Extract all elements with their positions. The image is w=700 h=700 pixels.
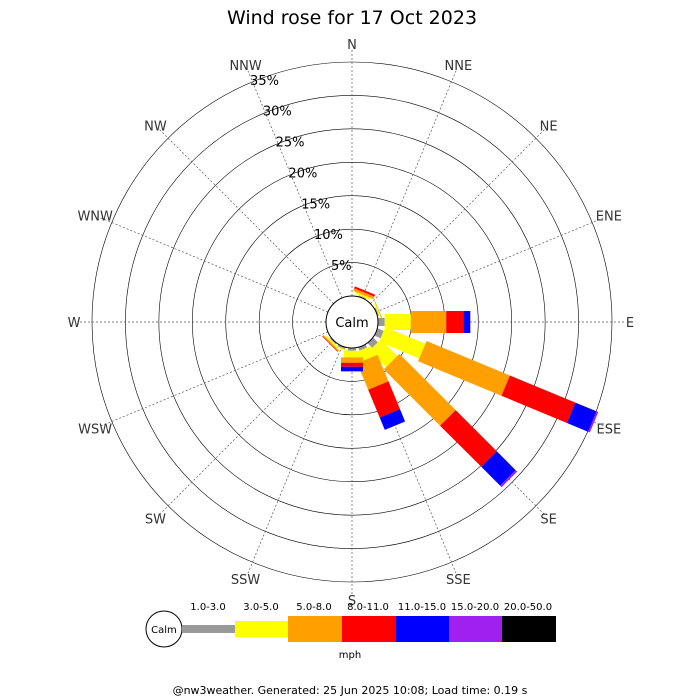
bar-s-bin-1: [344, 350, 360, 358]
legend-label-5: 15.0-20.0: [451, 602, 499, 613]
bar-nne-bin-0: [358, 295, 367, 300]
legend-label-1: 3.0-5.0: [243, 602, 278, 613]
direction-label-sse: SSE: [446, 573, 471, 588]
bar-sw-bin-1: [325, 335, 339, 349]
bar-sse-bin-0: [358, 344, 367, 351]
spoke-NNE: [361, 68, 458, 299]
bar-ssw-bin-0: [337, 344, 346, 350]
legend-swatch-0: [182, 625, 235, 633]
ring-label-20: 20%: [288, 166, 317, 181]
bar-ene-bin-2: [374, 300, 384, 322]
bar-sse-bin-4: [379, 409, 406, 430]
spoke-NNW: [246, 68, 343, 299]
bar-e-bin-0: [378, 318, 385, 326]
bar-ene-bin-1: [374, 303, 382, 319]
direction-label-ne: NE: [540, 119, 558, 134]
bar-se-bin-3: [440, 410, 497, 467]
bar-e-bin-2: [410, 311, 447, 333]
legend-swatch-3: [342, 616, 396, 642]
bar-sse-bin-2: [357, 354, 389, 390]
legend-label-2: 5.0-8.0: [296, 602, 331, 613]
bar-e-bin-4: [463, 311, 471, 333]
ring-label-35: 35%: [250, 74, 279, 89]
bar-ese-bin-1: [379, 327, 426, 359]
ring-label-5: 5%: [331, 259, 352, 274]
ring-label-15: 15%: [301, 197, 330, 212]
direction-label-nnw: NNW: [229, 59, 261, 74]
legend-label-6: 20.0-50.0: [504, 602, 552, 613]
legend-label-4: 11.0-15.0: [398, 602, 446, 613]
direction-label-e: E: [626, 316, 634, 331]
legend-label-3: 8.0-11.0: [347, 602, 389, 613]
direction-label-w: W: [68, 316, 81, 331]
legend-swatch-5: [449, 616, 502, 642]
direction-label-sw: SW: [145, 513, 166, 528]
ring-labels: 5% 10% 15% 20% 25% 30% 35%: [250, 74, 352, 274]
calm-circle: [325, 295, 379, 349]
direction-label-nw: NW: [144, 119, 167, 134]
ring-label-30: 30%: [263, 105, 292, 120]
calm-label: Calm: [335, 316, 368, 331]
legend-calm-label: Calm: [151, 625, 177, 636]
bar-sse-bin-3: [368, 381, 400, 418]
bar-e-bin-1: [384, 314, 411, 330]
bar-ene-bin-0: [374, 307, 379, 316]
bar-sw-bin-0: [329, 337, 337, 345]
grid-ring-25: [158, 128, 546, 516]
bar-nne-bin-3: [354, 286, 376, 297]
direction-label-wnw: WNW: [77, 210, 113, 225]
bar-ese-bin-3: [501, 375, 576, 423]
spoke-WNW: [98, 216, 329, 313]
bar-sw-bin-3: [322, 335, 339, 352]
bar-se-bin-5: [500, 470, 518, 488]
bar-se-bin-0: [367, 337, 378, 348]
spoke-ENE: [375, 216, 606, 313]
spoke-NE: [370, 128, 546, 304]
direction-label-n: N: [347, 38, 357, 53]
legend-swatch-1: [235, 621, 288, 637]
bar-ese-bin-4: [567, 402, 597, 432]
bar-se-bin-2: [383, 353, 456, 426]
direction-label-s: S: [348, 594, 356, 609]
spoke-SW: [158, 340, 334, 516]
direction-label-ene: ENE: [596, 210, 622, 225]
direction-label-ese: ESE: [596, 422, 621, 437]
footer-text: @nw3weather. Generated: 25 Jun 2025 10:0…: [173, 684, 528, 697]
calm-center: Calm: [325, 295, 379, 349]
direction-label-nne: NNE: [445, 59, 473, 74]
ring-label-25: 25%: [276, 136, 305, 151]
direction-label-se: SE: [540, 513, 556, 528]
direction-label-wsw: WSW: [78, 422, 112, 437]
spoke-NW: [158, 128, 334, 304]
legend-unit-label: mph: [339, 650, 361, 661]
spoke-SSW: [246, 345, 343, 576]
legend-swatch-4: [396, 616, 449, 642]
legend-swatch-6: [502, 616, 556, 642]
chart-title: Wind rose for 17 Oct 2023: [227, 7, 477, 29]
legend-label-0: 1.0-3.0: [190, 602, 225, 613]
legend-swatch-2: [288, 616, 342, 642]
bar-sw-bin-2: [322, 335, 339, 352]
direction-labels: N NNE NE ENE E ESE SE SSE S SSW SW WSW W WNW NW NNW: [68, 38, 635, 609]
bar-nne-bin-2: [353, 288, 375, 300]
wind-bars: [322, 286, 599, 488]
bar-e-bin-3: [446, 311, 464, 333]
bar-ese-bin-5: [588, 411, 599, 433]
ring-label-10: 10%: [314, 228, 343, 243]
bar-ese-bin-2: [418, 341, 510, 396]
bar-s-bin-0: [348, 348, 356, 351]
bar-se-bin-1: [369, 339, 398, 368]
spoke-WSW: [98, 331, 329, 428]
bar-s-bin-2: [341, 357, 363, 363]
bar-nne-bin-1: [355, 291, 371, 300]
direction-label-ssw: SSW: [231, 573, 261, 588]
bar-s-bin-3: [341, 362, 363, 367]
speed-legend: Calm 1.0-3.0 3.0-5.0 5.0-8.0 8.0-11.0 11.0-15…: [145, 602, 556, 661]
bar-s-bin-4: [341, 366, 363, 372]
bar-se-bin-4: [481, 451, 516, 486]
